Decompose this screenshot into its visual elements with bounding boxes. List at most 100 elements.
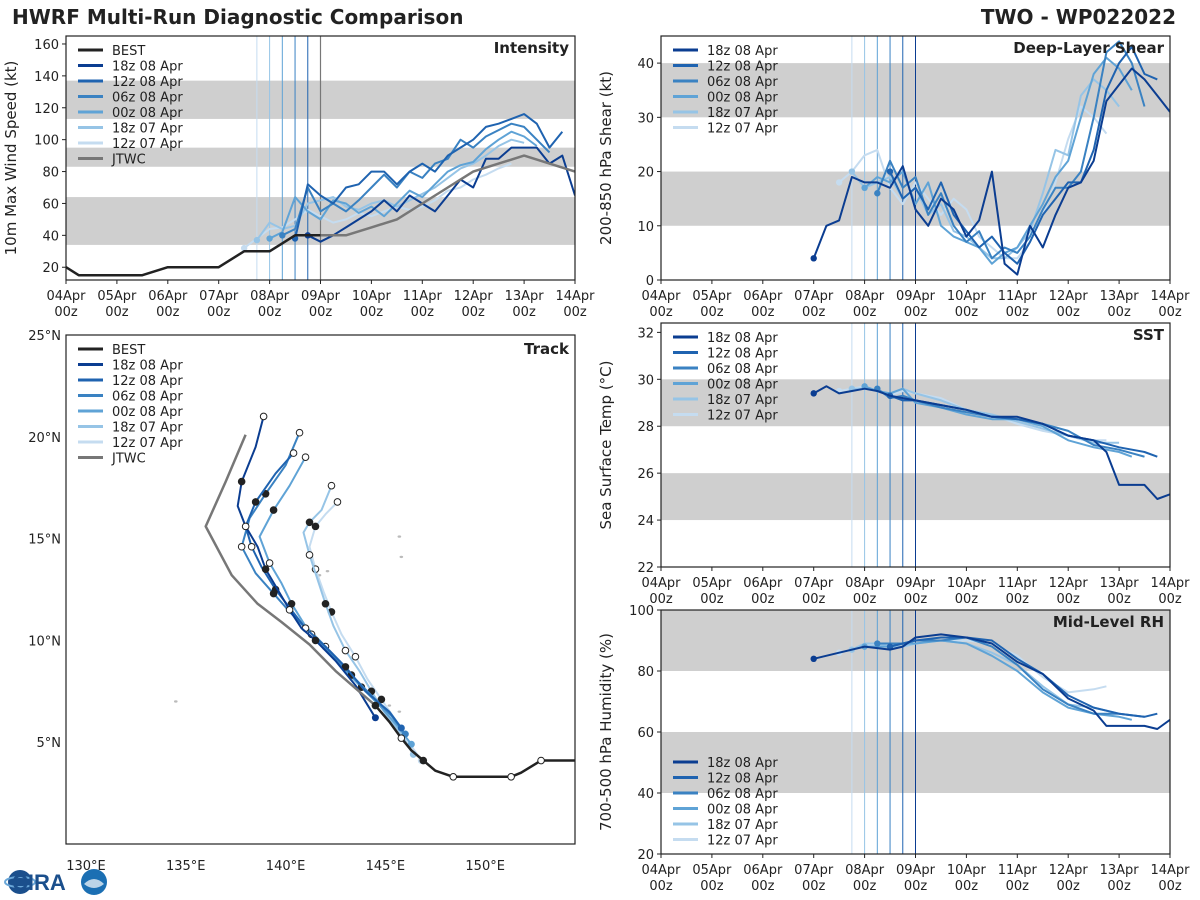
island	[399, 555, 404, 559]
x-tick-label: 12Apr	[1049, 576, 1089, 591]
x-tick-label: 10Apr	[947, 863, 987, 878]
y-tick-label: 80	[42, 166, 59, 181]
legend-label: 12z 07 Apr	[707, 122, 778, 137]
legend-label: 18z 07 Apr	[112, 122, 183, 137]
x-tick-label: 07Apr	[199, 289, 239, 304]
x-tick-label: 00z	[1158, 305, 1182, 320]
x-tick-label: 11Apr	[403, 289, 443, 304]
track-day-marker	[261, 565, 270, 573]
init-marker	[240, 244, 248, 252]
x-tick-label: 05Apr	[97, 289, 137, 304]
x-tick-label: 00z	[751, 305, 775, 320]
y-axis-label: Sea Surface Temp (°C)	[597, 360, 615, 529]
panel-rh: 04Apr00z05Apr00z06Apr00z07Apr00z08Apr00z…	[597, 604, 1190, 894]
map-frame	[65, 334, 576, 845]
x-tick-label: 04Apr	[641, 863, 681, 878]
track-day-marker	[321, 599, 330, 608]
x-tick-label: 00z	[563, 305, 587, 320]
track-day-marker	[289, 449, 298, 457]
x-tick-label: 11Apr	[998, 289, 1038, 304]
x-tick-label: 00z	[156, 305, 180, 320]
track-day-marker	[259, 412, 268, 421]
track-init-marker	[397, 724, 405, 732]
series-18z-08-apr	[813, 385, 1170, 500]
x-tick-label: 00z	[411, 305, 435, 320]
x-tick-label: 09Apr	[301, 289, 341, 304]
x-tick-label: 08Apr	[250, 289, 290, 304]
y-tick-label: 20	[637, 848, 654, 863]
x-tick-label: 13Apr	[1100, 289, 1140, 304]
track-day-marker	[327, 481, 336, 490]
x-tick-label: 00z	[955, 879, 979, 894]
x-tick-label: 12Apr	[1049, 863, 1089, 878]
init-marker	[874, 640, 881, 647]
series-12z-07-apr	[838, 105, 1108, 260]
lon-label: 150°E	[465, 859, 505, 874]
legend-label: 12z 07 Apr	[112, 436, 183, 451]
y-tick-label: 28	[637, 420, 654, 435]
track-jtwc	[204, 434, 377, 707]
x-tick-label: 00z	[853, 305, 877, 320]
y-tick-label: 32	[637, 326, 654, 341]
x-tick-label: 00z	[955, 305, 979, 320]
x-tick-label: 00z	[360, 305, 384, 320]
x-tick-label: 00z	[700, 879, 724, 894]
x-tick-label: 00z	[1107, 879, 1131, 894]
x-tick-label: 00z	[1158, 592, 1182, 607]
x-tick-label: 00z	[309, 305, 333, 320]
y-tick-label: 60	[42, 197, 59, 212]
init-marker	[810, 655, 817, 662]
lon-label: 140°E	[266, 859, 306, 874]
legend-label: 12z 08 Apr	[707, 347, 778, 362]
track-day-marker	[247, 542, 256, 551]
series-12z-08-apr	[294, 113, 564, 239]
x-tick-label: 00z	[462, 305, 486, 320]
x-tick-label: 06Apr	[743, 863, 783, 878]
series-18z-07-apr	[851, 78, 1120, 260]
track-day-marker	[311, 636, 320, 645]
lon-label: 135°E	[166, 859, 206, 874]
x-tick-label: 00z	[1107, 592, 1131, 607]
legend-label: 00z 08 Apr	[707, 91, 778, 106]
island	[387, 704, 392, 707]
x-tick-label: 00z	[853, 879, 877, 894]
track-day-marker	[341, 663, 350, 671]
x-tick-label: 04Apr	[641, 289, 681, 304]
x-tick-label: 14Apr	[1150, 863, 1190, 878]
panel-title: Intensity	[494, 39, 570, 57]
x-tick-label: 10Apr	[352, 289, 392, 304]
y-tick-label: 20	[637, 166, 654, 181]
legend-label: 00z 08 Apr	[112, 405, 183, 420]
x-tick-label: 00z	[1006, 592, 1030, 607]
x-tick-label: 00z	[649, 879, 673, 894]
x-tick-label: 00z	[512, 305, 536, 320]
lat-label: 5°N	[37, 736, 62, 751]
x-tick-label: 00z	[700, 305, 724, 320]
x-tick-label: 00z	[54, 305, 78, 320]
logo-text: CIRA	[12, 870, 66, 895]
x-tick-label: 14Apr	[1150, 576, 1190, 591]
island	[397, 710, 402, 713]
init-marker	[253, 236, 261, 244]
track-day-marker	[305, 551, 314, 559]
y-tick-label: 30	[637, 373, 654, 388]
legend-label: 12z 07 Apr	[707, 409, 778, 424]
lat-label: 25°N	[28, 329, 61, 344]
x-tick-label: 00z	[105, 305, 129, 320]
track-day-marker	[377, 695, 386, 704]
legend-label: 18z 08 Apr	[707, 331, 778, 346]
panel-title: Track	[524, 340, 570, 358]
x-tick-label: 06Apr	[743, 576, 783, 591]
x-tick-label: 06Apr	[743, 289, 783, 304]
x-tick-label: 00z	[700, 592, 724, 607]
series-18z-08-apr	[812, 67, 1170, 276]
legend-label: 06z 08 Apr	[707, 787, 778, 802]
lat-label: 20°N	[28, 431, 61, 446]
x-tick-label: 00z	[258, 305, 282, 320]
track-day-marker	[419, 756, 428, 765]
legend-label: 18z 08 Apr	[707, 44, 778, 59]
x-tick-label: 08Apr	[845, 576, 885, 591]
x-tick-label: 07Apr	[794, 863, 834, 878]
legend-label: 06z 08 Apr	[707, 75, 778, 90]
x-tick-label: 05Apr	[692, 289, 732, 304]
